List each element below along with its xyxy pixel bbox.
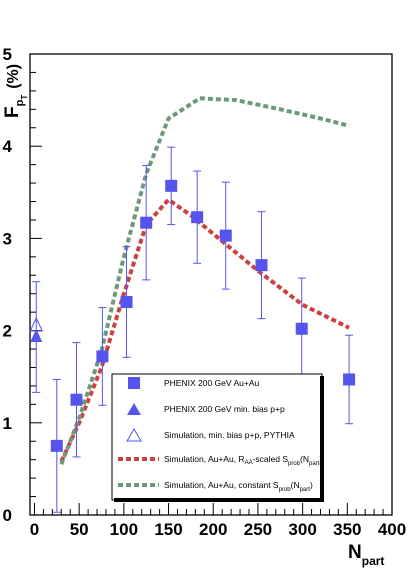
legend-marker-auau [128,377,140,389]
simulation-curves [59,96,350,466]
x-axis-title: Npart [348,542,384,568]
legend-label-auau: PHENIX 200 GeV Au+Au [164,378,259,388]
y-tick-label: 2 [3,322,12,341]
plot-frame [29,53,393,516]
axis-ticks [30,53,393,516]
data-points [29,146,356,513]
y-tick-label: 4 [3,137,13,156]
y-tick-label: 3 [3,229,12,248]
y-tick-label: 0 [3,506,12,525]
data-point-square [343,373,356,386]
data-point-square [191,211,204,224]
data-point-square [219,229,232,242]
legend-label-raa: Simulation, Au+Au, RAA-scaled Sprob(Npar… [164,454,322,467]
data-point-square [165,179,178,192]
y-tick-labels: 0 1 2 3 4 5 [3,45,13,525]
x-tick-label: 300 [288,520,316,539]
data-point-square [70,393,83,406]
simulation-curve-4 [59,96,350,466]
x-tick-label: 400 [378,520,406,539]
data-point-square [120,296,133,309]
x-tick-label: 0 [30,520,39,539]
x-tick-label: 150 [154,520,182,539]
data-point-square [295,322,308,335]
x-tick-label: 50 [70,520,89,539]
y-axis-title: FpT(%) [2,64,29,118]
x-tick-label: 100 [110,520,138,539]
y-tick-label: 5 [3,45,12,64]
legend-label-pp: PHENIX 200 GeV min. bias p+p [164,404,285,414]
legend: PHENIX 200 GeV Au+Au PHENIX 200 GeV min.… [111,373,324,502]
legend-marker-pp [127,403,141,415]
legend-label-constant: Simulation, Au+Au, constant Sprob(Npart) [164,480,313,493]
simulation-curve-3 [59,197,350,463]
data-point-square [50,439,63,452]
plot-border [29,53,393,516]
x-tick-label: 250 [244,520,272,539]
y-tick-label: 1 [3,414,12,433]
legend-label-pythia: Simulation, min. bias p+p, PYTHIA [164,430,295,440]
x-tick-label: 350 [333,520,361,539]
data-point-square [96,350,109,363]
data-point-triangle [30,329,43,343]
legend-marker-pythia [126,428,142,442]
x-tick-labels: 0 50 100 150 200 250 300 350 400 [30,520,406,539]
data-point-square [140,216,153,229]
data-point-square [255,259,268,272]
data-point-triangle-open [29,316,44,332]
x-tick-label: 200 [199,520,227,539]
